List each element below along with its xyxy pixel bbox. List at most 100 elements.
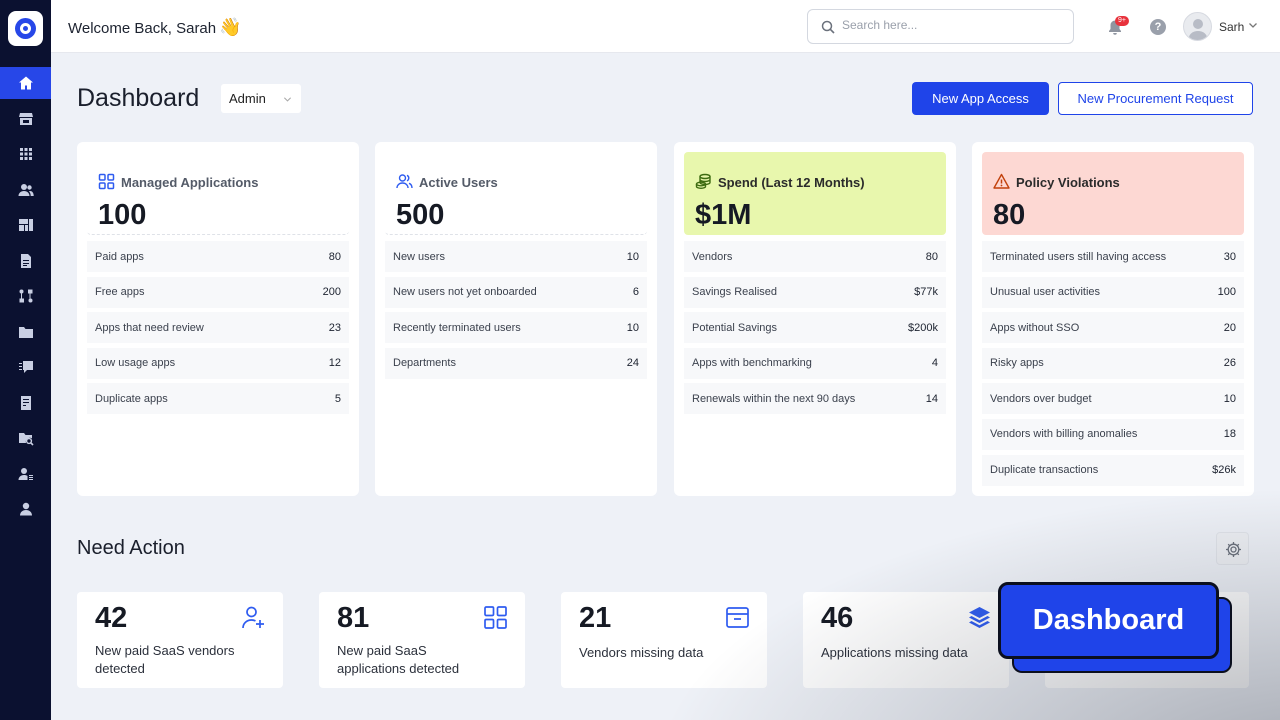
list-item[interactable]: Vendors over budget 10 [982,383,1244,415]
managed-applications-card: Managed Applications 100 Paid apps 80 Fre… [77,142,359,496]
row-value: 80 [328,250,341,263]
warning-icon [993,173,1010,189]
row-value: 80 [925,250,938,263]
action-card-new-applications[interactable]: 81 New paid SaaS applications detected [319,592,525,688]
row-value: $26k [1212,464,1236,477]
list-item[interactable]: New users not yet onboarded 6 [385,276,647,308]
archive-icon [726,607,749,628]
list-item[interactable]: Apps that need review 23 [87,312,349,344]
list-item[interactable]: Duplicate transactions $26k [982,454,1244,486]
list-item[interactable]: Apps with benchmarking 4 [684,347,946,379]
row-value: 4 [931,357,938,370]
sidebar-item-apps[interactable] [0,138,51,170]
home-icon [18,76,33,90]
row-label: New users not yet onboarded [393,286,537,299]
gear-icon [1226,542,1241,557]
row-label: Apps without SSO [990,321,1080,334]
list-item[interactable]: Paid apps 80 [87,241,349,272]
action-card-vendors-missing-data[interactable]: 21 Vendors missing data [561,592,767,688]
grid-icon [98,173,115,190]
sidebar-item-user-settings[interactable] [0,458,51,490]
action-card-new-vendors[interactable]: 42 New paid SaaS vendors detected [77,592,283,688]
feedback-icon [18,361,33,373]
app-logo[interactable] [8,11,43,46]
dashboard-badge: Dashboard [998,582,1219,659]
new-procurement-request-button[interactable]: New Procurement Request [1058,82,1253,115]
row-label: Departments [393,357,456,370]
sidebar [0,0,51,720]
sidebar-item-workflows[interactable] [0,280,51,312]
active-users-card: Active Users 500 New users 10 New users n… [375,142,657,496]
card-header: Spend (Last 12 Months) $1M [684,152,946,235]
row-label: Free apps [95,286,145,299]
row-value: $200k [908,321,938,334]
layers-icon [969,607,990,628]
notification-badge: 9+ [1115,16,1129,26]
card-title: Policy Violations [1016,175,1120,190]
sidebar-item-account[interactable] [0,493,51,525]
list-item[interactable]: Low usage apps 12 [87,347,349,379]
list-item[interactable]: Apps without SSO 20 [982,312,1244,344]
row-label: Unusual user activities [990,286,1101,299]
avatar[interactable] [1183,12,1212,41]
help-icon[interactable]: ? [1150,19,1166,35]
card-header: Managed Applications 100 [87,152,349,235]
card-value: 500 [396,199,445,231]
card-rows: Terminated users still having access 30 U… [982,241,1244,490]
sidebar-item-reports[interactable] [0,387,51,419]
row-label: Vendors [692,250,733,263]
action-value: 42 [95,602,128,634]
list-item[interactable]: Unusual user activities 100 [982,276,1244,308]
row-label: Low usage apps [95,357,176,370]
list-item[interactable]: Potential Savings $200k [684,312,946,344]
sidebar-item-documents[interactable] [0,245,51,277]
list-item[interactable]: Renewals within the next 90 days 14 [684,383,946,415]
list-item[interactable]: Departments 24 [385,347,647,379]
row-label: Vendors with billing anomalies [990,428,1138,441]
list-item[interactable]: Free apps 200 [87,276,349,308]
workflow-icon [19,289,32,303]
action-card-applications-missing-data[interactable]: 46 Applications missing data [803,592,1009,688]
card-value: $1M [695,199,752,231]
row-label: Renewals within the next 90 days [692,392,856,405]
search-box[interactable] [807,9,1074,44]
policy-violations-card: Policy Violations 80 Terminated users st… [972,142,1254,496]
card-title: Managed Applications [121,175,259,190]
list-item[interactable]: Terminated users still having access 30 [982,241,1244,272]
document-icon [20,254,31,268]
sidebar-item-folders[interactable] [0,316,51,348]
sidebar-item-widgets[interactable] [0,209,51,241]
sidebar-item-home[interactable] [0,67,51,99]
row-value: 20 [1223,321,1236,334]
row-value: 10 [1223,392,1236,405]
list-item[interactable]: Risky apps 26 [982,347,1244,379]
search-input[interactable] [842,18,1062,32]
row-label: New users [393,250,445,263]
settings-button[interactable] [1216,532,1249,565]
row-value: 10 [626,321,639,334]
action-label: Applications missing data [821,645,968,660]
account-icon [19,502,32,516]
list-item[interactable]: Vendors with billing anomalies 18 [982,418,1244,450]
row-label: Vendors over budget [990,392,1092,405]
apps-grid-icon [19,148,32,160]
list-item[interactable]: Duplicate apps 5 [87,383,349,415]
sidebar-item-feedback[interactable] [0,351,51,383]
sidebar-item-users[interactable] [0,174,51,206]
list-item[interactable]: Recently terminated users 10 [385,312,647,344]
list-item[interactable]: Vendors 80 [684,241,946,272]
card-header: Active Users 500 [385,152,647,235]
user-name[interactable]: Sarh [1219,20,1245,34]
list-item[interactable]: Savings Realised $77k [684,276,946,308]
sidebar-item-store[interactable] [0,103,51,135]
row-value: 30 [1223,250,1236,263]
page-title: Dashboard [77,84,200,112]
new-app-access-button[interactable]: New App Access [912,82,1049,115]
row-value: 14 [925,392,938,405]
role-select[interactable]: Admin [221,84,301,113]
report-icon [20,396,31,410]
spend-card: Spend (Last 12 Months) $1M Vendors 80 Sav… [674,142,956,496]
chevron-down-icon[interactable] [1248,20,1258,30]
sidebar-item-folder-search[interactable] [0,422,51,454]
list-item[interactable]: New users 10 [385,241,647,272]
